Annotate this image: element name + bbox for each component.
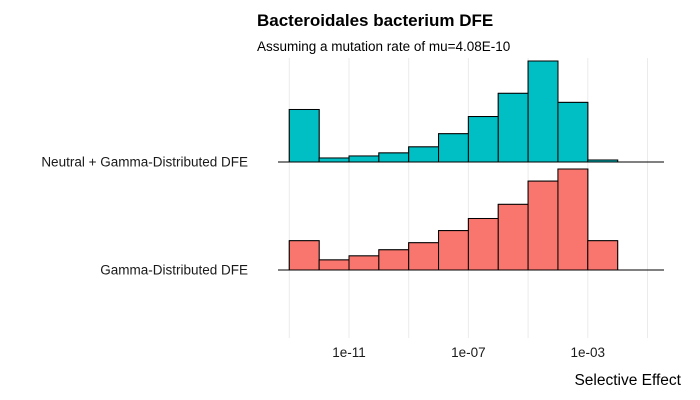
x-tick-label: 1e-11 bbox=[332, 345, 366, 360]
histogram-bin bbox=[527, 60, 559, 163]
histogram-bin bbox=[497, 203, 529, 271]
x-tick-label: 1e-07 bbox=[451, 345, 486, 360]
chart-subtitle: Assuming a mutation rate of mu=4.08E-10 bbox=[257, 39, 510, 54]
histogram-bin bbox=[557, 168, 589, 271]
histogram-bin bbox=[348, 155, 380, 163]
histogram-bin bbox=[408, 146, 440, 163]
histogram-bin bbox=[318, 157, 350, 163]
x-tick-label: 1e-03 bbox=[571, 345, 606, 360]
histogram-bin bbox=[467, 116, 499, 163]
histogram-bin bbox=[438, 133, 469, 163]
histogram-bin bbox=[438, 230, 469, 271]
series-0 bbox=[278, 60, 664, 163]
grid-lines bbox=[288, 58, 648, 338]
histogram-bin bbox=[378, 152, 410, 163]
y-axis-label: Gamma-Distributed DFE bbox=[100, 263, 248, 278]
histogram-bin bbox=[467, 217, 499, 271]
histogram-bin bbox=[557, 101, 589, 163]
ridges bbox=[278, 60, 664, 271]
histogram-bin bbox=[497, 92, 529, 163]
histogram-bin bbox=[408, 242, 440, 271]
histogram-bin bbox=[288, 240, 320, 271]
histogram-bin bbox=[348, 255, 380, 271]
histogram-bin bbox=[318, 259, 350, 271]
histogram-bin bbox=[378, 249, 410, 271]
y-axis-labels: Neutral + Gamma-Distributed DFE Gamma-Dis… bbox=[41, 155, 248, 278]
x-axis-ticks: 1e-11 1e-07 1e-03 bbox=[332, 345, 605, 360]
x-axis-title: Selective Effect bbox=[574, 372, 681, 389]
y-axis-label: Neutral + Gamma-Distributed DFE bbox=[41, 155, 248, 170]
series-1 bbox=[278, 168, 664, 271]
histogram-bin bbox=[587, 240, 619, 271]
histogram-bin bbox=[527, 180, 559, 271]
chart-title: Bacteroidales bacterium DFE bbox=[257, 11, 493, 30]
histogram-bin bbox=[288, 108, 320, 163]
